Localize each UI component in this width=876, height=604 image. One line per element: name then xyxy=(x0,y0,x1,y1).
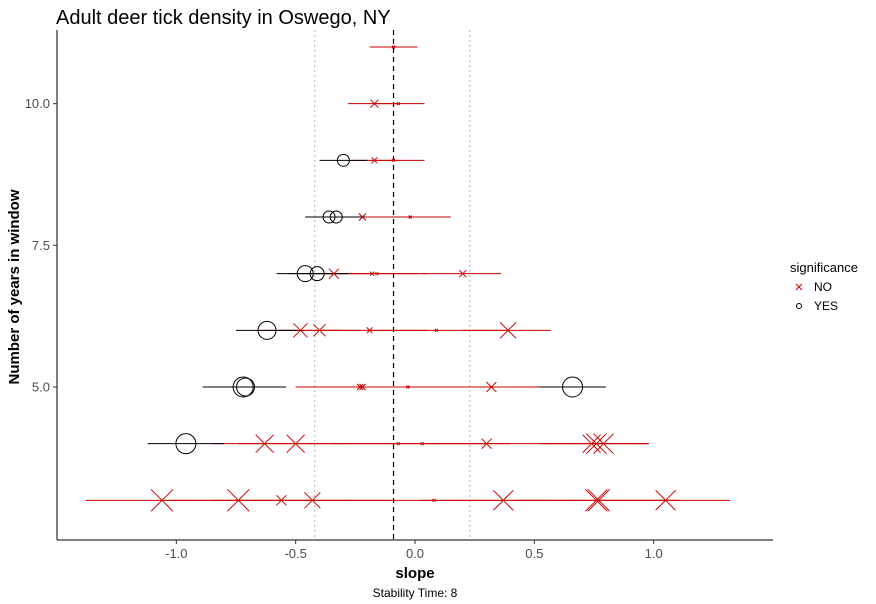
point-not-significant xyxy=(396,101,401,106)
point-not-significant xyxy=(408,215,413,219)
point-not-significant xyxy=(374,271,379,276)
legend-title: significance xyxy=(790,260,858,275)
point-not-significant xyxy=(434,328,439,333)
x-tick-label: 1.0 xyxy=(645,546,663,561)
point-not-significant xyxy=(150,488,174,512)
legend-label: YES xyxy=(814,299,838,313)
chart-title: Adult deer tick density in Oswego, NY xyxy=(56,7,391,29)
point-significant xyxy=(232,376,254,398)
point-not-significant xyxy=(405,385,410,389)
point-significant xyxy=(257,320,277,340)
point-significant xyxy=(236,377,256,397)
point-significant xyxy=(175,433,197,455)
point-not-significant xyxy=(586,433,607,455)
point-not-significant xyxy=(255,434,274,454)
legend-label: NO xyxy=(814,280,832,294)
plot-area xyxy=(56,30,773,541)
point-significant xyxy=(309,266,325,282)
x-axis-title: slope xyxy=(395,565,434,582)
point-not-significant xyxy=(366,326,374,334)
point-significant xyxy=(329,210,343,224)
point-not-significant xyxy=(328,268,340,280)
point-not-significant xyxy=(585,488,608,512)
data-points xyxy=(150,45,676,512)
point-not-significant xyxy=(655,489,676,511)
point-significant xyxy=(336,153,350,167)
point-significant xyxy=(322,210,336,224)
legend-item-no: NO xyxy=(795,280,832,294)
x-tick-label: 0.0 xyxy=(406,546,424,561)
point-not-significant xyxy=(458,269,467,278)
caption: Stability Time: 8 xyxy=(373,586,458,600)
point-not-significant xyxy=(420,441,425,446)
reference-lines xyxy=(314,30,471,540)
x-tick-label: 0.5 xyxy=(525,546,543,561)
point-not-significant xyxy=(391,45,396,49)
point-not-significant xyxy=(396,441,401,446)
y-axis-ticks: 5.0 7.5 10.0 xyxy=(25,96,57,395)
point-not-significant xyxy=(275,494,287,506)
x-axis-ticks: -1.0 -0.5 0.0 0.5 1.0 xyxy=(165,540,663,561)
legend-circle-icon xyxy=(796,303,802,309)
point-not-significant xyxy=(391,158,396,163)
legend-item-yes: YES xyxy=(796,299,838,313)
point-not-significant xyxy=(499,321,517,339)
point-not-significant xyxy=(432,498,436,503)
point-not-significant xyxy=(370,99,379,109)
point-not-significant xyxy=(293,322,308,338)
legend: significance NO YES xyxy=(790,260,858,313)
y-tick-label: 5.0 xyxy=(32,380,50,395)
y-tick-label: 7.5 xyxy=(32,238,50,253)
point-not-significant xyxy=(486,381,497,393)
point-not-significant xyxy=(286,434,306,454)
point-not-significant xyxy=(359,383,366,391)
y-tick-label: 10.0 xyxy=(25,96,50,111)
point-not-significant xyxy=(369,271,375,277)
point-not-significant xyxy=(481,438,492,450)
point-not-significant xyxy=(356,383,364,391)
x-tick-label: -0.5 xyxy=(284,546,306,561)
point-not-significant xyxy=(304,491,321,509)
point-significant xyxy=(562,376,584,398)
legend-items: NO YES xyxy=(795,280,838,313)
point-not-significant xyxy=(358,213,367,221)
y-axis-title: Number of years in window xyxy=(6,189,23,384)
point-significant xyxy=(296,265,314,283)
point-not-significant xyxy=(593,433,614,455)
point-not-significant xyxy=(492,489,514,511)
point-not-significant xyxy=(371,156,378,164)
point-not-significant xyxy=(227,488,250,512)
point-not-significant xyxy=(313,323,326,337)
error-bars xyxy=(85,46,731,501)
point-not-significant xyxy=(587,488,611,512)
x-tick-label: -1.0 xyxy=(165,546,187,561)
